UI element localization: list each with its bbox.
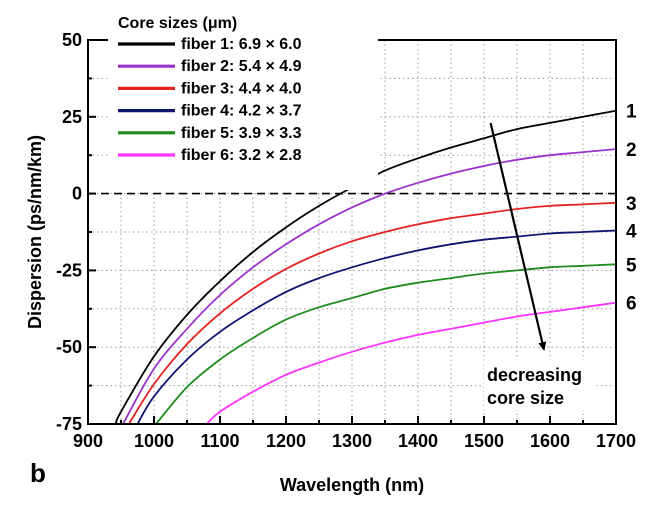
y-tick-label: -25 [56,260,82,280]
y-tick-labels: 50 25 0 -25 -50 -75 [56,30,82,434]
curve-label-4: 4 [626,221,637,242]
y-tick-label: 50 [62,30,82,50]
x-tick-label: 1100 [200,431,239,451]
decreasing-arrow [489,122,547,352]
panel-label: b [30,458,46,488]
series-line-fiber-6 [206,301,616,424]
curve-label-1: 1 [626,102,637,123]
legend-title: Core sizes (μm) [118,15,237,32]
legend-label-fiber-3: fiber 3: 4.4 × 4.0 [181,80,302,97]
x-tick-label: 1000 [134,431,174,451]
series-line-fiber-4 [136,229,616,424]
x-tick-label: 1700 [596,431,636,451]
legend-label-fiber-1: fiber 1: 6.9 × 6.0 [181,36,302,53]
legend-label-fiber-4: fiber 4: 4.2 × 3.7 [181,103,302,120]
x-tick-label: 1200 [266,431,306,451]
legend-label-fiber-2: fiber 2: 5.4 × 4.9 [181,58,302,75]
annotation-text-line2: core size [487,388,564,408]
y-tick-label: 25 [62,107,82,127]
curve-label-3: 3 [626,194,637,215]
x-tick-label: 1400 [398,431,438,451]
annotation-text-line1: decreasing [487,365,582,385]
series-line-fiber-3 [128,201,616,424]
axis-ticks [87,39,617,425]
y-tick-label: -75 [56,414,82,434]
curve-label-2: 2 [626,140,637,161]
curve-labels: 1 2 3 4 5 6 [626,102,637,315]
legend-background [108,8,378,190]
series-line-fiber-2 [122,148,616,424]
x-tick-label: 1300 [332,431,372,451]
legend: Core sizes (μm) fiber 1: 6.9 × 6.0 fiber … [108,8,378,190]
y-axis-title: Dispersion (ps/nm/km) [25,135,45,329]
series-group [114,109,616,424]
y-tick-label: 0 [72,184,82,204]
x-tick-labels: 900 1000 1100 1200 1300 1400 1500 1600 1700 [73,431,636,451]
curve-label-6: 6 [626,294,637,315]
annotation-background [484,360,596,410]
legend-label-fiber-5: fiber 5: 3.9 × 3.3 [181,125,302,142]
curve-label-5: 5 [626,255,637,276]
series-line-fiber-5 [155,263,616,424]
x-tick-label: 1600 [530,431,570,451]
x-axis-title: Wavelength (nm) [280,475,424,495]
x-tick-label: 900 [73,431,103,451]
x-tick-label: 1500 [464,431,504,451]
y-tick-label: -50 [56,337,82,357]
legend-label-fiber-6: fiber 6: 3.2 × 2.8 [181,147,302,164]
annotation: decreasing core size [484,122,596,410]
